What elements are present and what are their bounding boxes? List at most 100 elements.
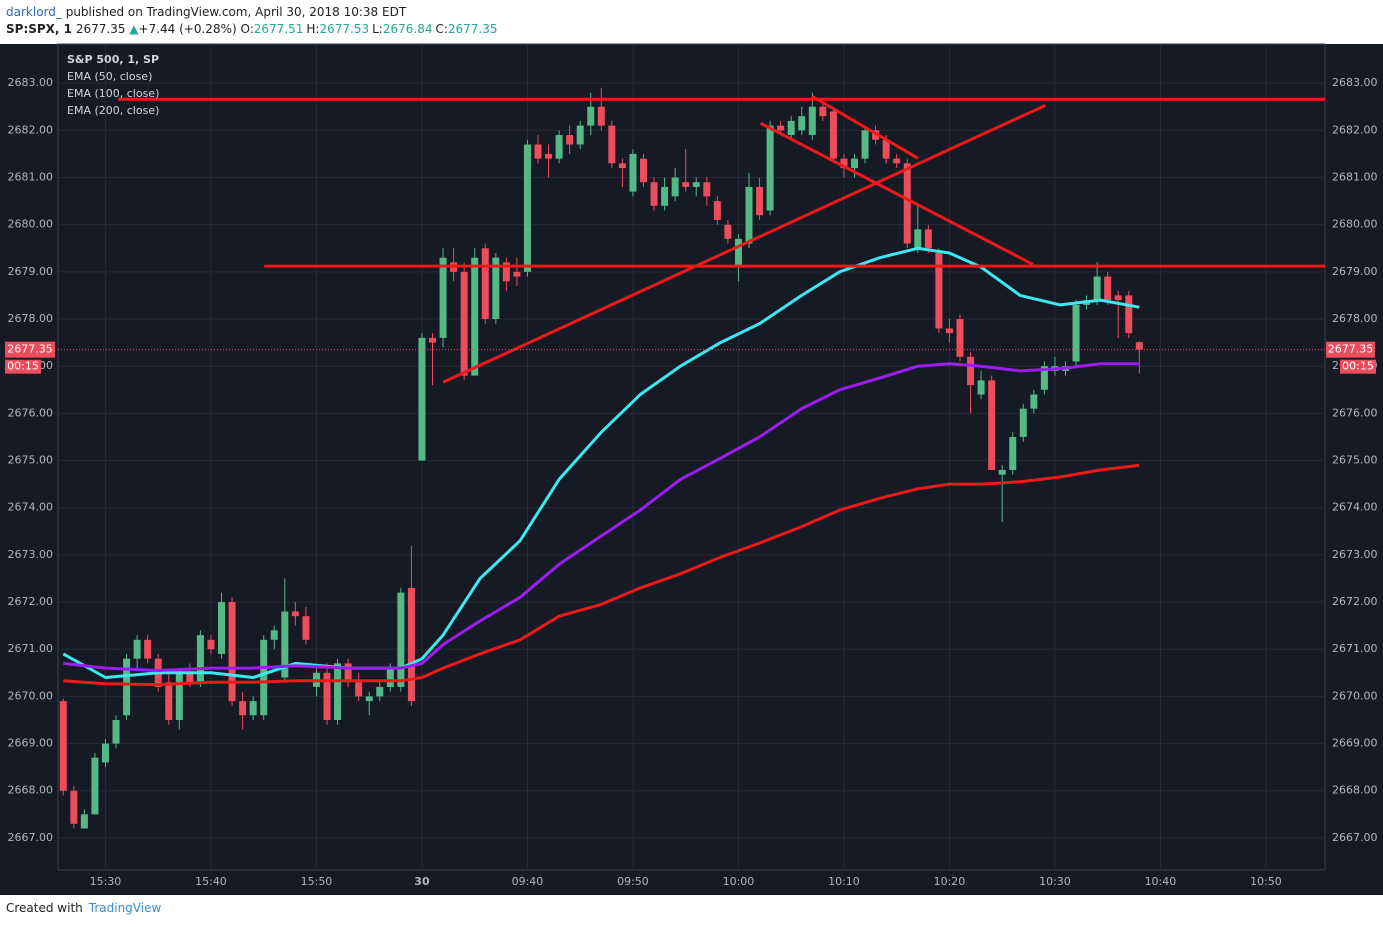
candle-body [344,663,352,683]
x-tick-label: 09:50 [617,875,649,888]
y-tick-label: 2673.00 [8,548,54,561]
x-tick-label: 10:40 [1145,875,1177,888]
candle-body [1093,276,1101,301]
candle-body [460,271,468,376]
candle-body [534,144,542,159]
y-tick-label: 2676.00 [8,406,54,419]
y-tick-label: 2683.00 [1332,76,1378,89]
x-tick-label: 15:50 [301,875,333,888]
candle-body [281,611,289,678]
candle-body [418,337,426,461]
y-tick-label: 2675.00 [8,454,54,467]
y-tick-label: 2681.00 [8,170,54,183]
candle-body [724,224,732,239]
y-tick-label: 2680.00 [1332,218,1378,231]
candle-body [903,163,911,244]
candle-body [1009,436,1017,470]
plot-frame [57,43,1326,871]
y-tick-label: 2672.00 [8,595,54,608]
legend-entry: EMA (50, close) [67,70,152,83]
y-tick-label: 2671.00 [1332,642,1378,655]
candle-body [935,252,943,329]
x-tick-label: 10:20 [934,875,966,888]
ohlc-line: O:2677.51 H:2677.53 L:2676.84 C:2677.35 [241,22,501,36]
quote-line: SP:SPX, 1 2677.35 ▲+7.44 (+0.28%) O:2677… [6,21,501,38]
candle-body [91,757,99,815]
price-label: 2677.35 [7,343,53,356]
countdown-box [1340,359,1376,374]
candle-body [492,257,500,320]
candle-body [1125,295,1133,334]
candle-body [186,672,194,683]
ema-line [63,362,1140,672]
candle-body [133,639,141,659]
candle-body [967,356,975,386]
candle-body [1104,276,1112,301]
candle-body [998,469,1006,475]
user[interactable]: darklord_ [6,5,62,19]
price-label: 2677.35 [1328,343,1374,356]
candle-body [914,229,922,249]
y-tick-label: 2670.00 [8,689,54,702]
candle-body [988,380,996,470]
candle-body [249,701,257,716]
y-tick-label: 2682.00 [1332,123,1378,136]
candle-body [829,111,837,159]
y-tick-label: 2683.00 [8,76,54,89]
y-tick-label: 2674.00 [8,501,54,514]
ohlc-value: 2677.51 [253,22,304,36]
y-tick-label: 2668.00 [1332,784,1378,797]
last: 2677.35 [75,22,126,36]
brand[interactable]: TradingView [88,901,162,915]
y-tick-label: 2667.00 [1332,831,1378,844]
candle-body [587,106,595,126]
candle-body [682,182,690,187]
y-tick-label: 2672.00 [1332,595,1378,608]
candle-body [144,639,152,659]
x-tick-label: 30 [414,875,430,888]
change: +7.44 (+0.28%) [138,22,237,36]
candle-body [513,271,521,277]
y-tick-label: 2679.00 [8,265,54,278]
candle-body [608,125,616,164]
candle-body [523,144,531,272]
candle-body [1019,408,1027,437]
y-tick-label: 2667.00 [8,831,54,844]
candle-body [355,682,363,697]
candle-body [692,182,700,187]
y-tick-label: 2678.00 [8,312,54,325]
y-tick-label: 2670.00 [1332,689,1378,702]
candle-body [850,158,858,169]
candle-body [956,319,964,357]
y-tick-label: 2679.00 [1332,265,1378,278]
candle-body [80,814,88,829]
candle-body [882,139,890,159]
y-tick-label: 2668.00 [8,784,54,797]
chart: 2667.00 2667.00 2668.00 2668.00 2669.00 2669.… [0,43,1383,895]
published: published on TradingView.com, April 30, … [65,5,407,19]
x-tick-label: 15:40 [195,875,227,888]
candle-body [291,611,299,617]
candle-body [207,639,215,650]
candle-body [407,587,415,702]
candle-body [175,672,183,720]
y-tick-label: 2669.00 [8,737,54,750]
trend-line [442,103,1047,384]
candle-body [629,153,637,192]
candle-body [397,592,405,687]
plot-background [0,44,1383,895]
y-tick-label: 2676.00 [1332,406,1378,419]
x-tick-label: 09:40 [512,875,544,888]
x-tick-label: 10:10 [828,875,860,888]
candle-body [756,186,764,216]
y-tick-label: 2675.00 [1332,454,1378,467]
countdown: 00:15 [7,360,39,373]
x-tick-label: 10:00 [723,875,755,888]
candle-body [1040,366,1048,390]
candle-body [977,380,985,395]
candle-body [270,630,278,640]
x-tick-label: 10:30 [1039,875,1071,888]
ohlc-value: 2677.53 [319,22,370,36]
candle-body [334,663,342,720]
